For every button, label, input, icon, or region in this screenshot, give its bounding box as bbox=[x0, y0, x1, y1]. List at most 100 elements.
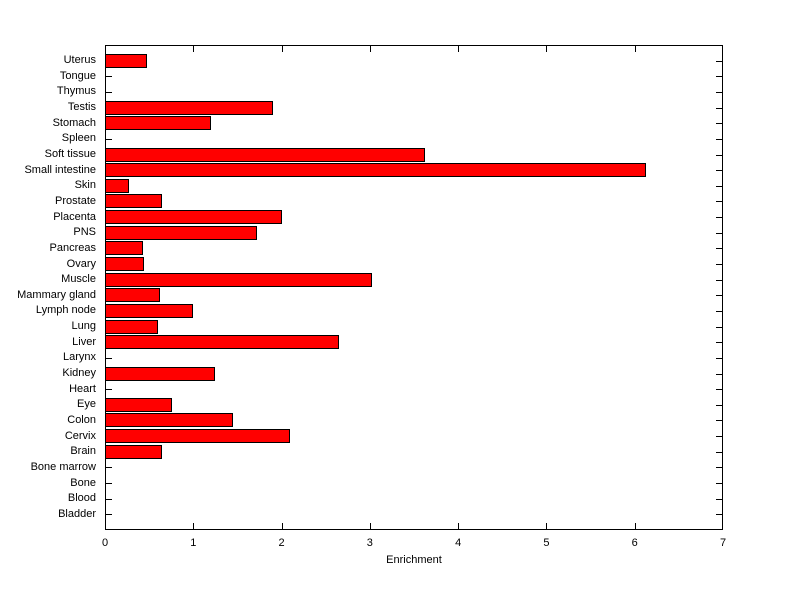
bar-eye bbox=[105, 397, 173, 412]
bar-testis bbox=[105, 100, 273, 115]
y-tick-left bbox=[106, 498, 112, 500]
y-tick-label-heart: Heart bbox=[69, 382, 96, 395]
y-tick-right bbox=[716, 357, 722, 359]
bar-pancreas bbox=[105, 241, 143, 256]
y-tick-label-bladder: Bladder bbox=[58, 507, 96, 520]
y-tick-right bbox=[716, 248, 722, 250]
y-tick-label-pns: PNS bbox=[73, 226, 96, 239]
y-tick-right bbox=[716, 467, 722, 469]
x-tick-label-1: 1 bbox=[190, 537, 197, 549]
y-tick-label-small-intestine: Small intestine bbox=[24, 163, 96, 176]
y-tick-label-muscle: Muscle bbox=[61, 273, 96, 286]
bar-pns bbox=[105, 225, 257, 240]
bar-soft-tissue bbox=[105, 147, 426, 162]
bar-brain bbox=[105, 444, 163, 459]
y-tick-label-testis: Testis bbox=[67, 101, 96, 114]
y-tick-label-eye: Eye bbox=[77, 398, 96, 411]
y-tick-label-prostate: Prostate bbox=[55, 194, 96, 207]
bar-lymph-node bbox=[105, 303, 194, 318]
y-tick-left bbox=[106, 357, 112, 359]
y-tick-label-blood: Blood bbox=[67, 492, 96, 505]
y-tick-label-lung: Lung bbox=[71, 320, 96, 333]
y-tick-label-placenta: Placenta bbox=[53, 210, 96, 223]
y-tick-right bbox=[716, 342, 722, 344]
bar-mammary-gland bbox=[105, 288, 160, 303]
y-tick-label-spleen: Spleen bbox=[61, 132, 96, 145]
y-tick-right bbox=[716, 514, 722, 516]
y-tick-label-lymph-node: Lymph node bbox=[35, 304, 96, 317]
y-tick-right bbox=[716, 154, 722, 156]
y-tick-left bbox=[106, 483, 112, 485]
bar-placenta bbox=[105, 210, 282, 225]
y-tick-right bbox=[716, 404, 722, 406]
y-tick-left bbox=[106, 138, 112, 140]
x-tick-bottom bbox=[105, 523, 106, 529]
y-tick-right bbox=[716, 185, 722, 187]
x-tick-label-5: 5 bbox=[543, 537, 550, 549]
y-tick-label-bone: Bone bbox=[70, 476, 96, 489]
y-tick-label-mammary-gland: Mammary gland bbox=[17, 288, 96, 301]
x-tick-top bbox=[193, 46, 195, 52]
y-tick-right bbox=[716, 436, 722, 438]
x-tick-top bbox=[369, 46, 371, 52]
y-tick-label-thymus: Thymus bbox=[56, 85, 96, 98]
y-tick-left bbox=[106, 514, 112, 516]
x-tick-top bbox=[458, 46, 460, 52]
y-tick-right bbox=[716, 107, 722, 109]
x-tick-bottom bbox=[193, 523, 195, 529]
y-tick-right bbox=[716, 326, 722, 328]
x-tick-label-6: 6 bbox=[631, 537, 638, 549]
y-tick-left bbox=[106, 76, 112, 78]
y-tick-right bbox=[716, 483, 722, 485]
x-tick-bottom bbox=[458, 523, 460, 529]
x-tick-bottom bbox=[546, 523, 548, 529]
y-tick-label-larynx: Larynx bbox=[62, 351, 96, 364]
x-tick-bottom bbox=[369, 523, 371, 529]
x-tick-top bbox=[281, 46, 283, 52]
bar-muscle bbox=[105, 272, 372, 287]
x-tick-top bbox=[634, 46, 636, 52]
bar-small-intestine bbox=[105, 163, 647, 178]
y-tick-right bbox=[716, 420, 722, 422]
x-tick-top bbox=[722, 46, 723, 52]
y-tick-right bbox=[716, 310, 722, 312]
y-tick-label-colon: Colon bbox=[67, 413, 96, 426]
y-tick-label-cervix: Cervix bbox=[64, 429, 96, 442]
x-tick-top bbox=[105, 46, 106, 52]
bar-colon bbox=[105, 413, 233, 428]
y-tick-right bbox=[716, 279, 722, 281]
bar-uterus bbox=[105, 53, 148, 68]
x-tick-label-3: 3 bbox=[366, 537, 373, 549]
y-tick-right bbox=[716, 217, 722, 219]
y-tick-label-stomach: Stomach bbox=[52, 116, 96, 129]
y-tick-right bbox=[716, 76, 722, 78]
y-tick-right bbox=[716, 60, 722, 62]
y-tick-label-ovary: Ovary bbox=[66, 257, 96, 270]
y-tick-right bbox=[716, 170, 722, 172]
y-tick-label-bone-marrow: Bone marrow bbox=[30, 460, 96, 473]
y-tick-label-kidney: Kidney bbox=[62, 367, 96, 380]
x-tick-bottom bbox=[281, 523, 283, 529]
y-tick-right bbox=[716, 373, 722, 375]
x-tick-bottom bbox=[722, 523, 723, 529]
y-tick-right bbox=[716, 138, 722, 140]
x-tick-label-7: 7 bbox=[719, 537, 727, 549]
y-tick-right bbox=[716, 451, 722, 453]
bar-skin bbox=[105, 178, 129, 193]
y-tick-label-soft-tissue: Soft tissue bbox=[44, 148, 96, 161]
y-tick-label-tongue: Tongue bbox=[59, 69, 96, 82]
y-tick-label-liver: Liver bbox=[72, 335, 96, 348]
y-tick-right bbox=[716, 123, 722, 125]
y-tick-right bbox=[716, 295, 722, 297]
y-tick-right bbox=[716, 232, 722, 234]
x-axis-title: Enrichment bbox=[386, 554, 442, 566]
y-tick-right bbox=[716, 201, 722, 203]
bar-stomach bbox=[105, 116, 211, 131]
y-tick-left bbox=[106, 91, 112, 93]
y-tick-label-pancreas: Pancreas bbox=[49, 241, 96, 254]
bar-prostate bbox=[105, 194, 163, 209]
x-tick-label-4: 4 bbox=[455, 537, 462, 549]
y-tick-label-skin: Skin bbox=[74, 179, 96, 192]
x-tick-label-2: 2 bbox=[278, 537, 285, 549]
